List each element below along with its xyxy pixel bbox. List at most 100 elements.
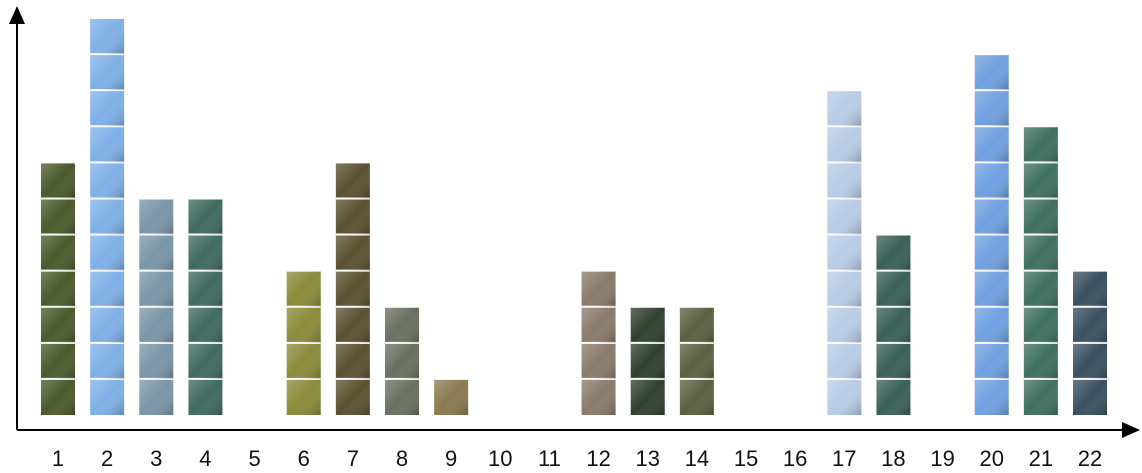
bar-tile	[975, 90, 1009, 126]
bar-tile	[975, 162, 1009, 198]
bar-tile	[336, 198, 370, 234]
bar-tile	[582, 343, 616, 379]
bar-tile	[975, 126, 1009, 162]
bar-tile	[41, 271, 75, 307]
bar-tile	[41, 307, 75, 343]
bar-tile	[1024, 162, 1058, 198]
bar-tile	[41, 162, 75, 198]
x-tick-label: 1	[52, 446, 64, 471]
bar-tile	[631, 307, 665, 343]
bar	[188, 198, 222, 415]
x-tick-label: 16	[783, 446, 807, 471]
x-tick-label: 12	[586, 446, 610, 471]
bar-tile	[188, 271, 222, 307]
bar-tile	[287, 307, 321, 343]
bar-tile	[139, 379, 173, 415]
bar-tile	[41, 235, 75, 271]
bar-tile	[336, 307, 370, 343]
x-tick-label: 6	[298, 446, 310, 471]
bar-tile	[631, 379, 665, 415]
x-tick-label: 15	[734, 446, 758, 471]
bar-tile	[41, 198, 75, 234]
bar-tile	[1024, 198, 1058, 234]
bar-tile	[90, 379, 124, 415]
bar-tile	[287, 379, 321, 415]
bar-tile	[90, 271, 124, 307]
bar-tile	[336, 271, 370, 307]
bar-tile	[975, 235, 1009, 271]
x-tick-label: 22	[1078, 446, 1102, 471]
bar-tile	[827, 198, 861, 234]
bar-tile	[139, 271, 173, 307]
bar-tile	[975, 379, 1009, 415]
bar-tile	[139, 343, 173, 379]
bar-tile	[680, 343, 714, 379]
x-tick-label: 4	[199, 446, 211, 471]
x-tick-label: 20	[979, 446, 1003, 471]
bar-tile	[876, 235, 910, 271]
bar-tile	[90, 198, 124, 234]
bar	[1073, 271, 1107, 415]
bar-tile	[827, 90, 861, 126]
bar	[876, 235, 910, 415]
x-tick-label: 18	[881, 446, 905, 471]
bar	[1024, 126, 1058, 415]
bar-tile	[336, 343, 370, 379]
bar	[287, 271, 321, 415]
bar-tile	[1024, 379, 1058, 415]
bar-tile	[876, 379, 910, 415]
bar-tile	[827, 162, 861, 198]
bar	[582, 271, 616, 415]
x-tick-label: 13	[635, 446, 659, 471]
bar-tile	[1024, 235, 1058, 271]
bar-tile	[827, 235, 861, 271]
bar-tile	[385, 379, 419, 415]
bar	[827, 90, 861, 415]
bar-tile	[188, 235, 222, 271]
bar-tile	[1024, 271, 1058, 307]
bar	[975, 54, 1009, 415]
bar-tile	[1024, 307, 1058, 343]
bar-tile	[41, 343, 75, 379]
bar-tile	[434, 379, 468, 415]
bar-tile	[336, 162, 370, 198]
bar	[385, 307, 419, 415]
bar-tile	[680, 307, 714, 343]
bar-tile	[188, 343, 222, 379]
bar-tile	[287, 271, 321, 307]
bar-tile	[582, 307, 616, 343]
bar-tile	[1073, 379, 1107, 415]
bar-tile	[90, 235, 124, 271]
bar	[139, 198, 173, 415]
bar-tile	[975, 54, 1009, 90]
bar-tile	[188, 198, 222, 234]
x-tick-label: 8	[396, 446, 408, 471]
bar-tile	[1024, 126, 1058, 162]
bar-tile	[188, 379, 222, 415]
bar-tile	[139, 235, 173, 271]
bar-tile	[139, 307, 173, 343]
bar-tile	[1073, 307, 1107, 343]
bar-tile	[90, 307, 124, 343]
bar	[41, 162, 75, 415]
bar-tile	[827, 343, 861, 379]
bar-tile	[975, 198, 1009, 234]
x-tick-label: 17	[832, 446, 856, 471]
x-tick-label: 5	[248, 446, 260, 471]
bar	[336, 162, 370, 415]
bar-tile	[876, 271, 910, 307]
x-tick-label: 14	[685, 446, 709, 471]
x-tick-label: 10	[488, 446, 512, 471]
bar-tile	[90, 90, 124, 126]
x-tick-label: 3	[150, 446, 162, 471]
bar-tile	[975, 271, 1009, 307]
bar-tile	[827, 126, 861, 162]
bar	[90, 18, 124, 415]
bar-tile	[41, 379, 75, 415]
bar-tile	[975, 307, 1009, 343]
bar-tile	[1024, 343, 1058, 379]
bar-tile	[188, 307, 222, 343]
bar-tile	[975, 343, 1009, 379]
bar-tile	[582, 271, 616, 307]
bar-tile	[827, 379, 861, 415]
